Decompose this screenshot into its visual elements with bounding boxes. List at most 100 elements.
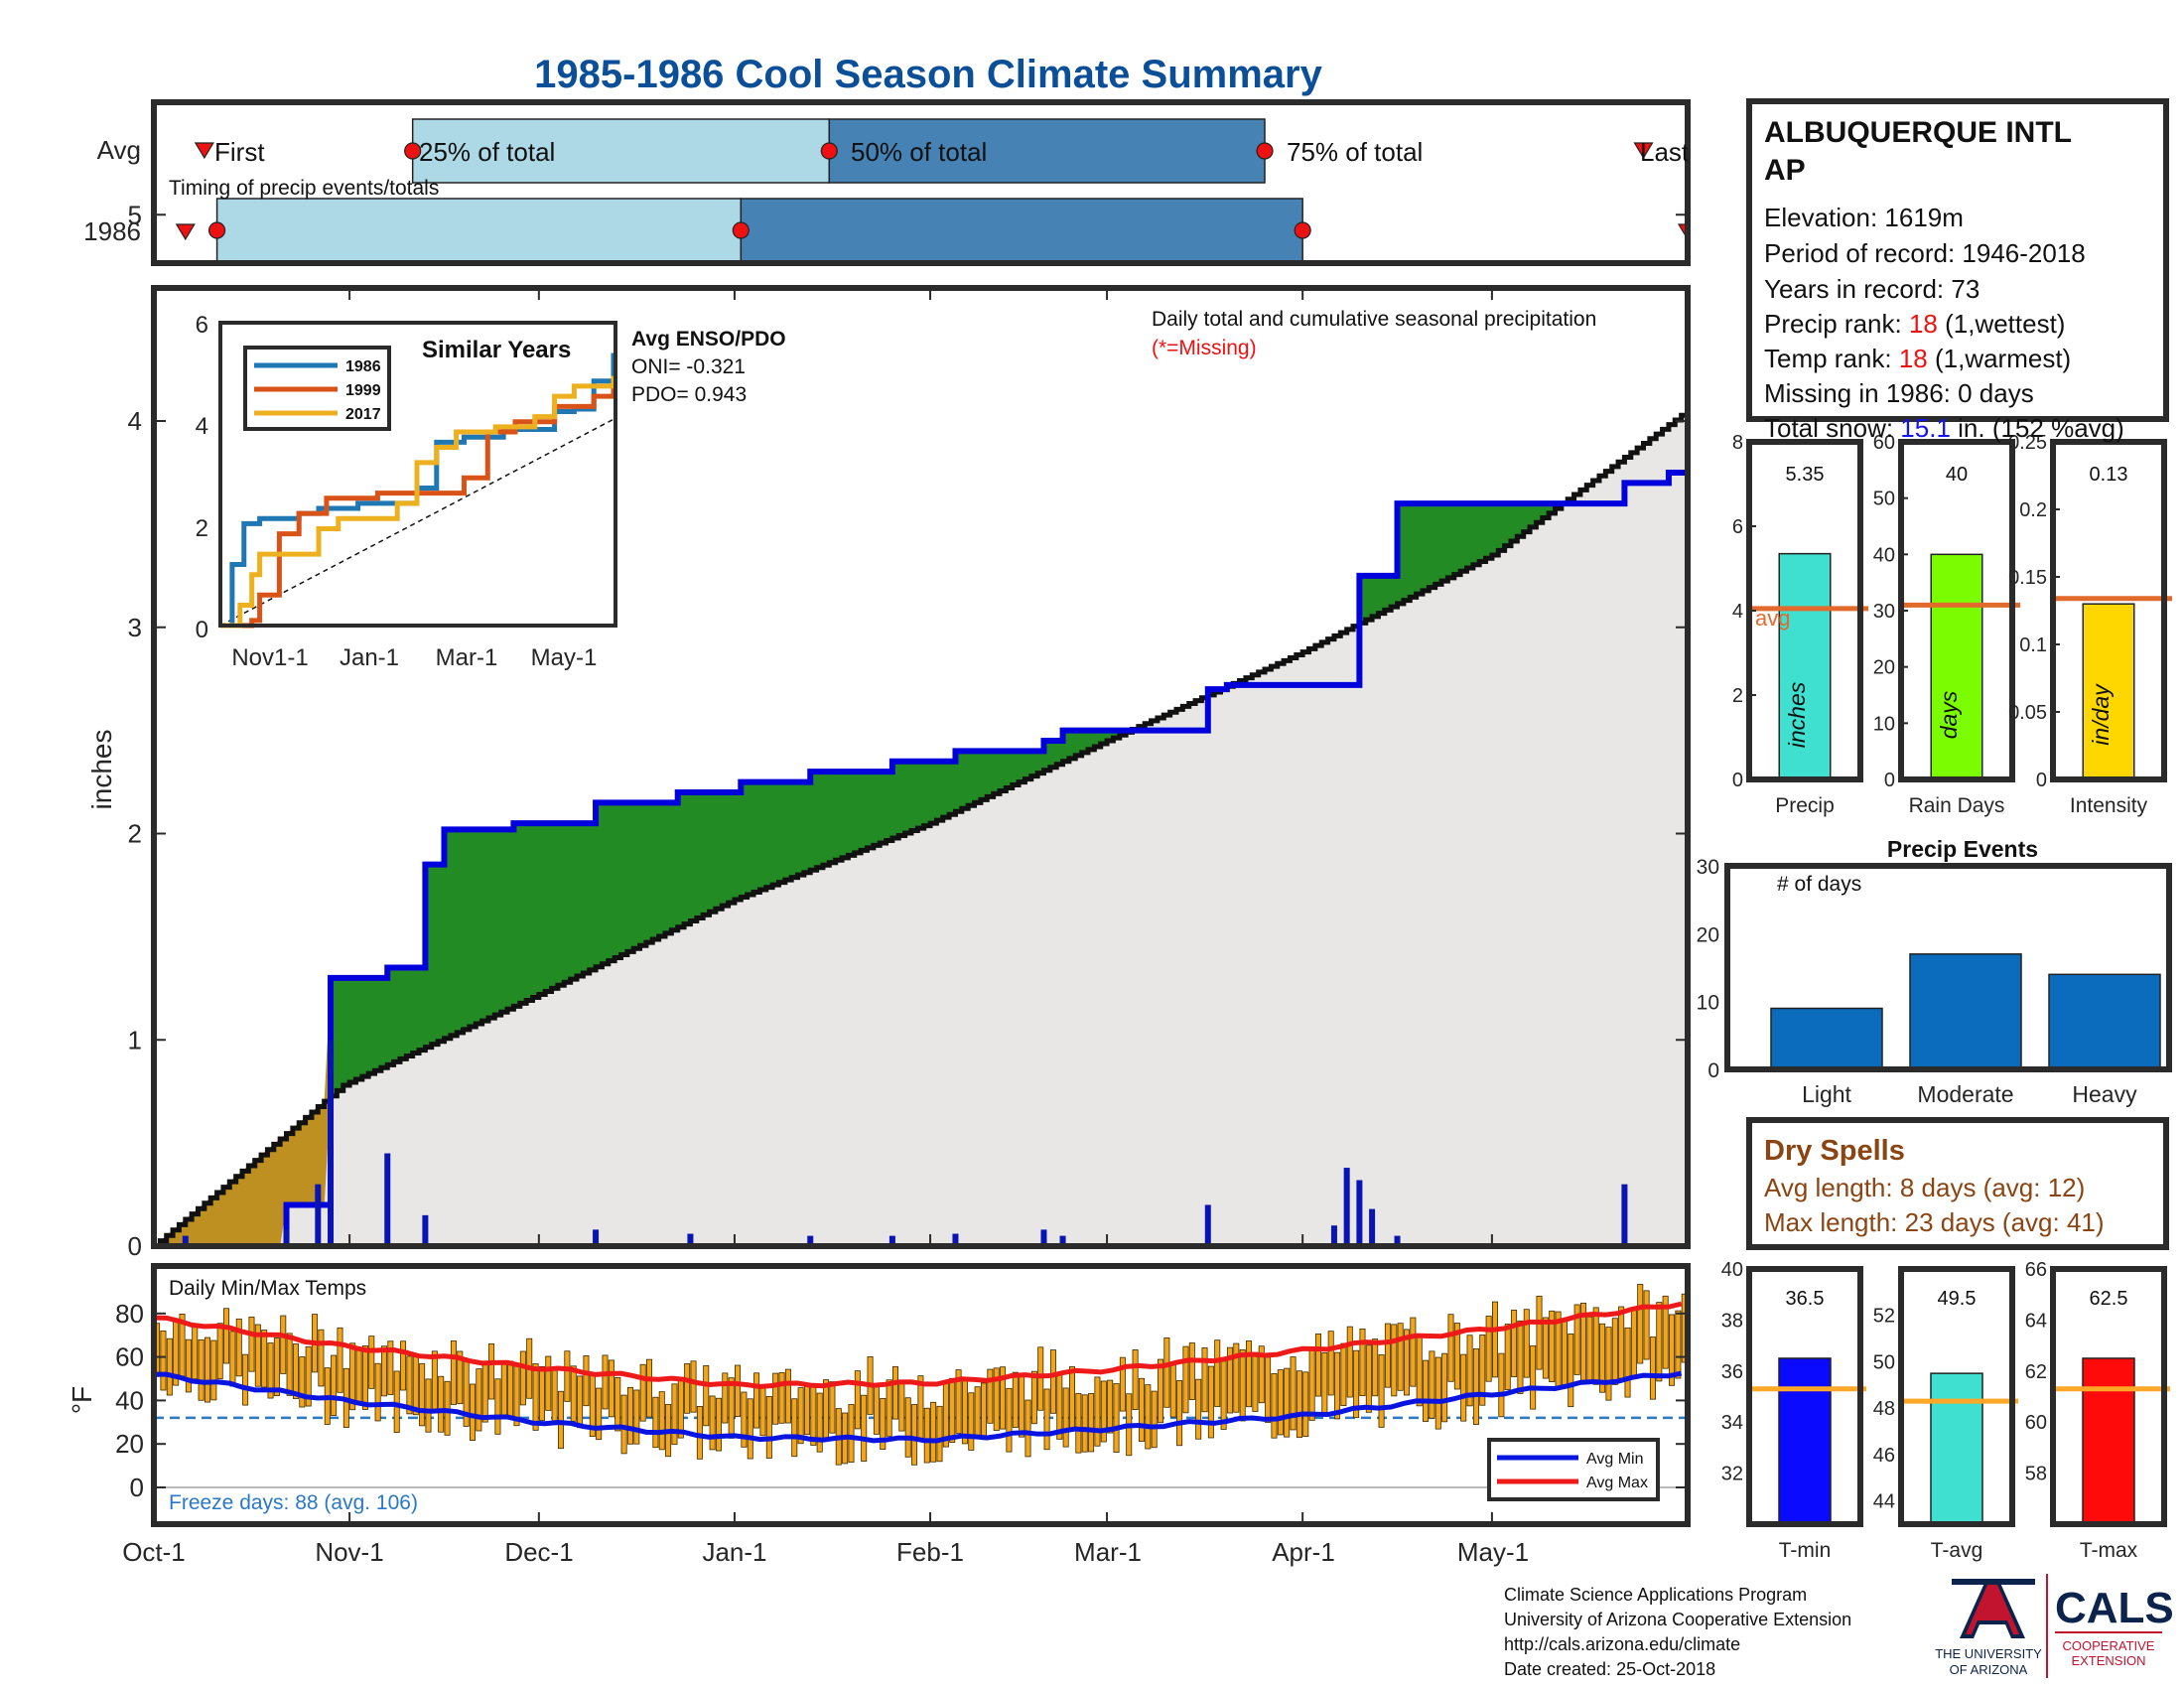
x-tick-label: Dec-1 (504, 1537, 573, 1567)
daily-temp-bar (532, 1363, 539, 1431)
precip-rank: Precip rank: 18 (1,wettest) (1764, 309, 2065, 339)
summary-unit-label: days (1936, 690, 1962, 739)
daily-precip-bar (384, 1153, 391, 1246)
daily-temp-bar (728, 1377, 735, 1439)
daily-temp-bar (1530, 1344, 1537, 1410)
daily-temp-bar (936, 1405, 943, 1463)
temp-summary-y-tick-label: 66 (2025, 1259, 2047, 1281)
daily-temp-bar (570, 1365, 577, 1422)
daily-temp-bar (431, 1350, 438, 1411)
temp-summary-frame (1746, 1266, 1863, 1527)
daily-temp-bar (1138, 1377, 1145, 1442)
daily-temp-bar (772, 1372, 779, 1425)
legend-label-1999: 1999 (345, 382, 381, 399)
events-y-tick-label: 20 (1697, 923, 1719, 946)
daily-temp-bar (1643, 1290, 1650, 1360)
daily-temp-bar (1265, 1356, 1272, 1423)
daily-temp-bar (810, 1385, 817, 1446)
daily-temp-bar (1290, 1356, 1297, 1431)
station-years: Years in record: 73 (1764, 274, 1979, 304)
daily-precip-bar (315, 1184, 322, 1246)
temp-rank-label: Temp rank: (1764, 344, 1899, 373)
inset-xtick: Jan-1 (340, 644, 399, 671)
summary-y-tick-label: 50 (1873, 489, 1895, 510)
daily-temp-bar (1542, 1317, 1549, 1379)
y-tick-label: 3 (128, 613, 142, 642)
daily-temp-bar (1024, 1399, 1031, 1458)
daily-temp-bar (1472, 1347, 1479, 1425)
daily-temp-bar (1669, 1314, 1676, 1386)
daily-temp-bar (412, 1355, 419, 1416)
daily-temp-bar (286, 1333, 293, 1396)
summary-y-tick-label: 2 (1732, 685, 1743, 707)
daily-temp-bar (1423, 1359, 1430, 1422)
temp-summary-y-tick-label: 40 (1721, 1259, 1743, 1281)
summary-unit-label: inches (1784, 681, 1810, 748)
daily-precip-bar (182, 1235, 189, 1246)
daily-temp-bar (545, 1355, 552, 1411)
station-name-line: AP (1764, 154, 1806, 187)
temp-summary-value: 62.5 (2090, 1288, 2128, 1310)
daily-temp-bar (374, 1362, 381, 1422)
daily-temp-bar (577, 1375, 584, 1429)
daily-temp-bar (1258, 1345, 1265, 1404)
temp-summary-y-tick-label: 64 (2025, 1310, 2047, 1332)
daily-temp-bar (481, 1363, 488, 1423)
temp-title: Daily Min/Max Temps (169, 1277, 366, 1300)
daily-temp-bar (267, 1342, 274, 1399)
daily-temp-bar (1049, 1349, 1056, 1414)
station-period: Period of record: 1946-2018 (1764, 238, 2086, 268)
daily-temp-bar (438, 1375, 445, 1433)
daily-temp-bar (1100, 1380, 1107, 1443)
daily-temp-bar (1176, 1380, 1183, 1447)
daily-temp-bar (1006, 1387, 1013, 1453)
enso-title: Avg ENSO/PDO (631, 328, 786, 351)
daily-temp-bar (1308, 1347, 1315, 1421)
station-elevation: Elevation: 1619m (1764, 203, 1964, 232)
timing-triangle (194, 142, 214, 160)
precip-panel: 0 1 2 3 4 5 inches Daily total and cumulative… (86, 200, 1691, 1261)
daily-temp-bar (1145, 1384, 1152, 1450)
daily-temp-bar (551, 1368, 558, 1426)
daily-temp-bar (981, 1382, 988, 1441)
daily-temp-bar (949, 1377, 956, 1444)
missing-days: Missing in 1986: 0 days (1764, 378, 2034, 408)
y-tick-label: 2 (128, 819, 142, 849)
daily-temp-bar (1169, 1361, 1176, 1418)
daily-temp-bar (476, 1368, 482, 1432)
summary-y-tick-label: 0 (2036, 770, 2047, 791)
summary-y-tick-label: 0.1 (2019, 634, 2047, 656)
events-bar-moderate (1909, 953, 2022, 1070)
dry-spells-title: Dry Spells (1764, 1135, 1905, 1167)
daily-temp-bar (1485, 1316, 1492, 1382)
daily-temp-bar (715, 1397, 722, 1452)
daily-temp-bar (614, 1377, 621, 1432)
daily-temp-bar (235, 1318, 242, 1377)
footer-line: University of Arizona Cooperative Extens… (1504, 1610, 1851, 1629)
daily-precip-bar (1059, 1235, 1066, 1246)
temp-summary-y-tick-label: 62 (2025, 1361, 2047, 1383)
timing-marker (732, 221, 750, 239)
daily-temp-bar (1019, 1375, 1025, 1438)
daily-temp-bar (816, 1392, 823, 1453)
daily-temp-bar (1523, 1309, 1530, 1378)
daily-temp-bar (1416, 1336, 1423, 1407)
freeze-days: Freeze days: 88 (avg. 106) (169, 1491, 418, 1514)
daily-temp-bar (223, 1308, 230, 1364)
daily-temp-bar (1453, 1323, 1460, 1390)
timing-1986-first-half (215, 198, 743, 263)
daily-temp-bar (1536, 1295, 1543, 1370)
temp-summary-y-tick-label: 38 (1721, 1310, 1743, 1332)
daily-temp-bar (646, 1358, 653, 1418)
daily-temp-bar (1403, 1329, 1410, 1396)
precip-rank-note: (1,wettest) (1938, 309, 2066, 339)
daily-temp-bar (425, 1378, 432, 1433)
daily-temp-bar (1410, 1317, 1417, 1387)
daily-temp-bar (1277, 1369, 1284, 1436)
daily-temp-bar (1327, 1331, 1334, 1396)
daily-temp-bar (507, 1360, 514, 1420)
summary-y-tick-label: 60 (1873, 432, 1895, 454)
daily-temp-bar (784, 1368, 791, 1424)
timing-triangle (1633, 142, 1654, 160)
daily-temp-bar (1081, 1394, 1088, 1453)
